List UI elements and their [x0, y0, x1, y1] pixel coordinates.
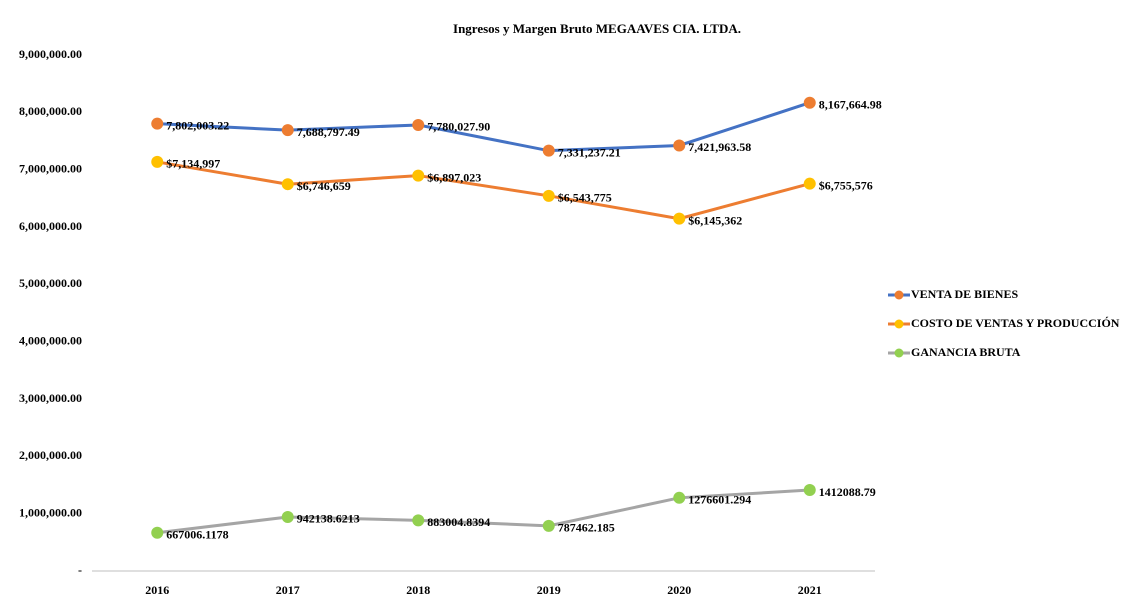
x-tick-label: 2021 — [798, 583, 822, 597]
legend-label: GANANCIA BRUTA — [911, 345, 1021, 359]
y-tick-label: 5,000,000.00 — [19, 276, 82, 290]
x-tick-label: 2016 — [145, 583, 169, 597]
data-point — [151, 526, 164, 539]
data-point — [281, 124, 294, 137]
data-point — [673, 212, 686, 225]
data-point — [542, 144, 555, 157]
data-label: 7,802,003.22 — [166, 118, 229, 132]
data-label: 942138.6213 — [297, 512, 360, 526]
data-label: 1412088.79 — [819, 485, 876, 499]
y-tick-label: 9,000,000.00 — [19, 47, 82, 61]
data-label: 667006.1178 — [166, 528, 228, 542]
data-point — [673, 491, 686, 504]
data-point — [412, 169, 425, 182]
y-tick-label: 4,000,000.00 — [19, 333, 82, 347]
data-label: 8,167,664.98 — [819, 97, 882, 111]
series-line — [157, 101, 811, 153]
data-point — [151, 155, 164, 168]
data-label: 7,688,797.49 — [297, 125, 360, 139]
y-tick-label: 3,000,000.00 — [19, 391, 82, 405]
data-point — [281, 510, 294, 523]
y-tick-label: 6,000,000.00 — [19, 219, 82, 233]
data-point — [803, 484, 816, 497]
y-tick-label: 1,000,000.00 — [19, 505, 82, 519]
data-label: $6,755,576 — [819, 178, 873, 192]
data-label: 787462.185 — [558, 521, 615, 535]
data-point — [673, 139, 686, 152]
chart-title: Ingresos y Margen Bruto MEGAAVES CIA. LT… — [453, 21, 741, 36]
data-label: 7,421,963.58 — [688, 140, 751, 154]
series-line — [156, 160, 811, 221]
x-tick-label: 2020 — [667, 583, 691, 597]
x-tick-label: 2018 — [406, 583, 430, 597]
data-point — [412, 514, 425, 527]
data-label: 7,780,027.90 — [427, 120, 490, 134]
data-point — [542, 519, 555, 532]
legend-marker — [894, 290, 904, 300]
data-label: 1276601.294 — [688, 493, 751, 507]
data-label: $6,145,362 — [688, 213, 742, 227]
data-label: $6,897,023 — [427, 170, 481, 184]
data-point — [803, 177, 816, 190]
data-label: $6,543,775 — [558, 191, 612, 205]
data-point — [412, 118, 425, 131]
data-point — [542, 189, 555, 202]
series-line — [157, 488, 810, 535]
data-point — [151, 117, 164, 130]
data-point — [803, 96, 816, 109]
data-label: 883004.8394 — [427, 515, 490, 529]
y-tick-label: - — [78, 563, 82, 577]
data-label: 7,331,237.21 — [558, 145, 621, 159]
legend-marker — [894, 319, 904, 329]
legend-label: COSTO DE VENTAS Y PRODUCCIÓN — [911, 316, 1120, 330]
legend-marker — [894, 348, 904, 358]
x-tick-label: 2019 — [537, 583, 561, 597]
x-tick-label: 2017 — [276, 583, 300, 597]
data-label: $6,746,659 — [297, 179, 351, 193]
legend-label: VENTA DE BIENES — [911, 287, 1018, 301]
y-tick-label: 2,000,000.00 — [19, 448, 82, 462]
data-point — [281, 178, 294, 191]
data-label: $7,134,997 — [166, 157, 220, 171]
y-tick-label: 7,000,000.00 — [19, 161, 82, 175]
y-tick-label: 8,000,000.00 — [19, 104, 82, 118]
